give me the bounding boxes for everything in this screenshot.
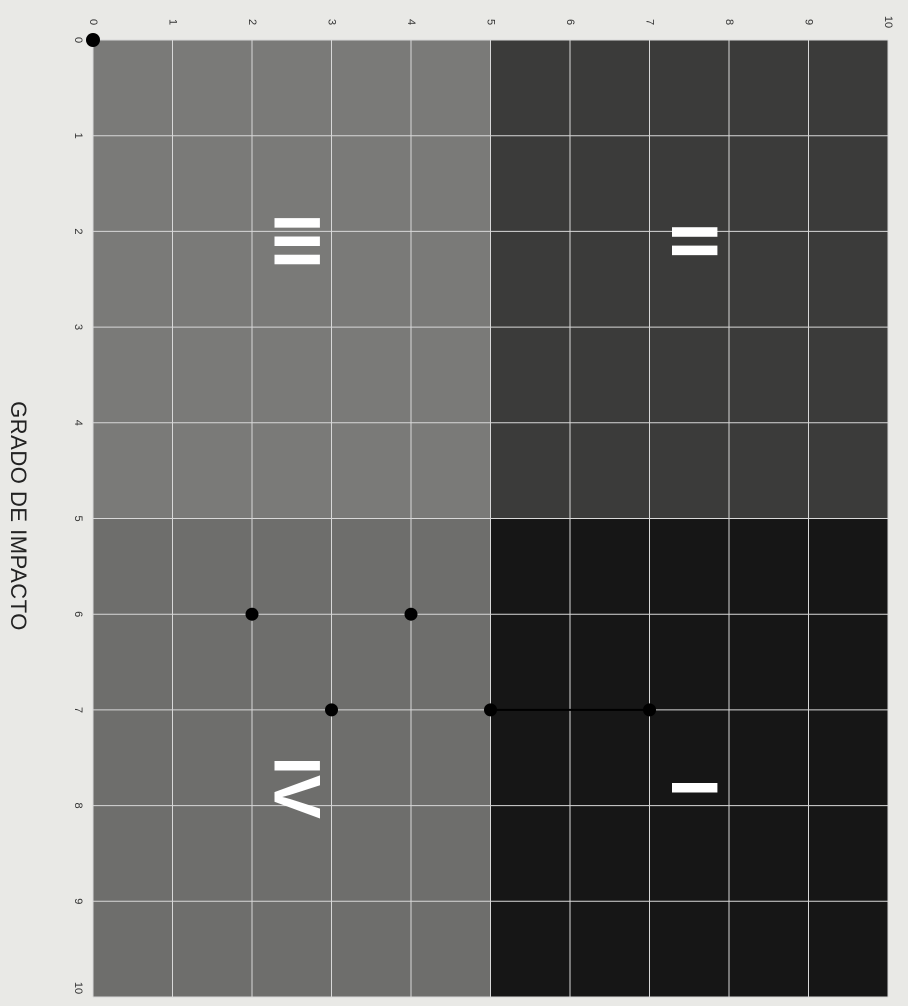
y-tick-label-3: 3	[326, 19, 338, 25]
quadrant-label-iv: IV	[260, 757, 334, 819]
y-tick-label-7: 7	[644, 19, 656, 25]
x-tick-label-3: 3	[72, 324, 84, 330]
x-tick-label-10: 10	[72, 982, 84, 994]
x-axis-title: GRADO DE IMPACTO	[6, 401, 31, 631]
data-point-3	[325, 703, 338, 717]
data-point-5	[643, 703, 656, 717]
y-tick-label-0: 0	[87, 19, 99, 25]
quadrant-label-iii: III	[260, 214, 334, 269]
y-tick-label-9: 9	[803, 19, 815, 25]
data-point-1	[245, 607, 259, 621]
x-tick-label-1: 1	[72, 133, 84, 139]
x-tick-label-8: 8	[72, 803, 84, 809]
y-tick-label-1: 1	[167, 19, 179, 25]
x-tick-label-6: 6	[72, 611, 84, 617]
quadrant-iv-area	[93, 518, 491, 997]
y-tick-label-8: 8	[723, 19, 735, 25]
y-tick-label-2: 2	[246, 19, 258, 25]
data-point-4	[484, 703, 497, 717]
x-tick-label-0: 0	[72, 37, 84, 43]
x-tick-label-5: 5	[72, 515, 84, 521]
y-tick-label-5: 5	[485, 19, 497, 25]
quadrant-label-ii: II	[658, 223, 732, 260]
data-point-0	[86, 33, 100, 47]
x-tick-label-2: 2	[72, 228, 84, 234]
x-tick-label-7: 7	[72, 707, 84, 713]
quadrant-iii-area	[93, 40, 491, 519]
y-tick-label-10: 10	[882, 16, 894, 28]
quadrant-i-area	[490, 518, 888, 997]
quadrant-ii-area	[490, 40, 888, 519]
data-point-2	[404, 607, 418, 621]
quadrant-label-i: I	[658, 779, 732, 797]
x-tick-label-9: 9	[72, 898, 84, 904]
y-tick-label-6: 6	[564, 19, 576, 25]
x-tick-label-4: 4	[72, 420, 84, 426]
y-tick-label-4: 4	[405, 19, 417, 25]
